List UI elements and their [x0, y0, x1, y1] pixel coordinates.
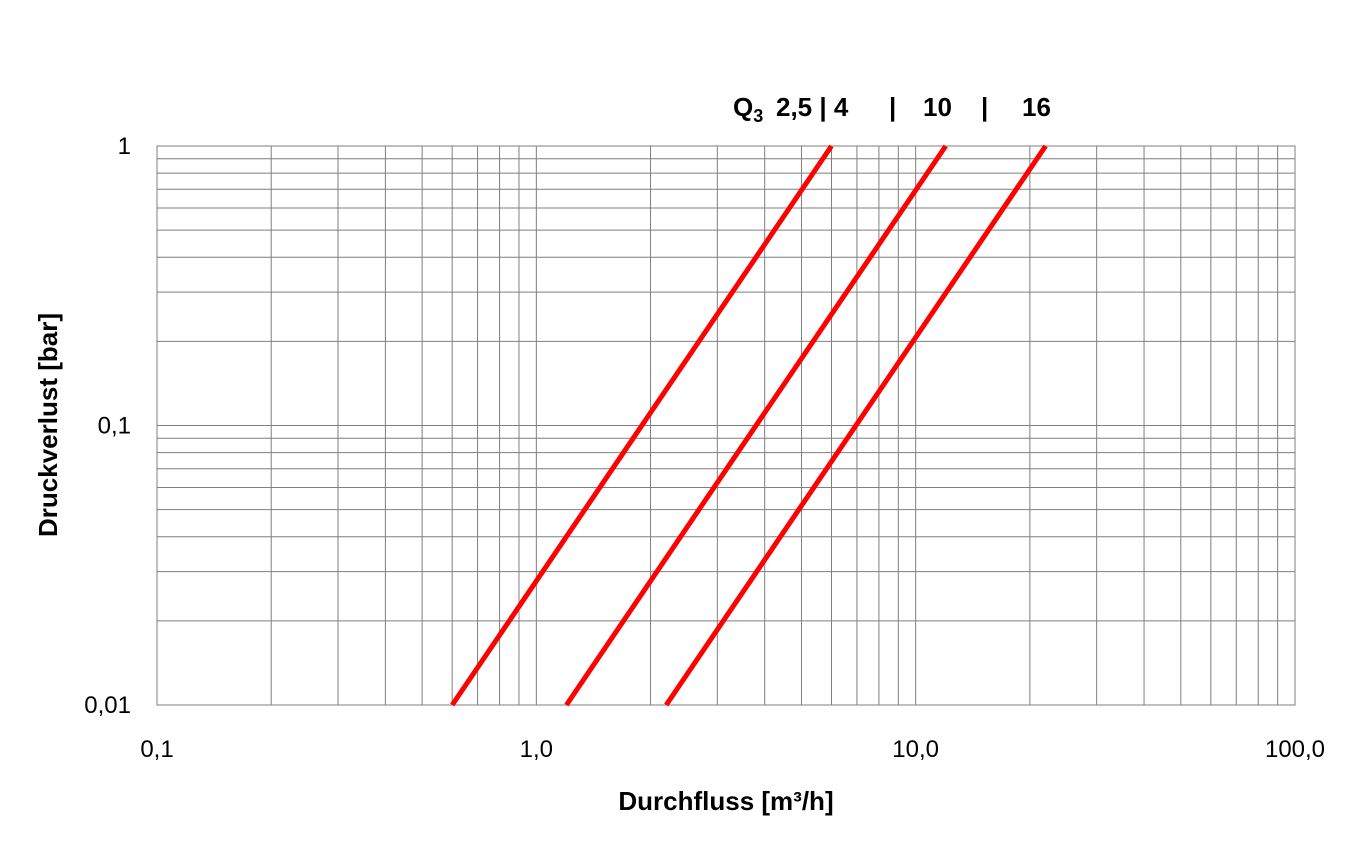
grid-lines — [156, 146, 1295, 706]
y-axis-title: Druckverlust [bar] — [33, 313, 63, 537]
q3-separator-2: | — [981, 92, 988, 122]
q3-separator-1: | — [889, 92, 896, 122]
series-lines — [450, 144, 1048, 707]
x-tick-label: 1,0 — [520, 736, 553, 763]
series-line-2 — [564, 144, 948, 707]
q3-label-10: 10 — [923, 92, 952, 122]
series-line-3 — [664, 144, 1048, 707]
x-tick-label: 10,0 — [892, 736, 939, 763]
x-tick-label: 0,1 — [140, 736, 173, 763]
x-axis-title: Durchfluss [m³/h] — [618, 786, 833, 816]
q3-subscript: 3 — [753, 106, 763, 126]
y-tick-labels: 0,01 0,1 1 — [84, 133, 131, 719]
plot-frame — [156, 145, 1296, 706]
x-tick-label: 100,0 — [1265, 736, 1325, 763]
q3-label-2-5-4: 2,5 | 4 — [776, 92, 849, 122]
x-tick-labels: 0,1 1,0 10,0 100,0 — [140, 736, 1325, 763]
q3-annotation: Q3 2,5 | 4 | 10 | 16 — [733, 92, 1051, 126]
series-line-1 — [450, 144, 834, 707]
q3-prefix-letter: Q — [733, 92, 753, 122]
q3-prefix: Q3 — [733, 92, 763, 126]
y-tick-label: 0,1 — [98, 413, 131, 440]
y-tick-label: 0,01 — [84, 692, 131, 719]
y-tick-label: 1 — [118, 133, 131, 160]
q3-label-16: 16 — [1022, 92, 1051, 122]
